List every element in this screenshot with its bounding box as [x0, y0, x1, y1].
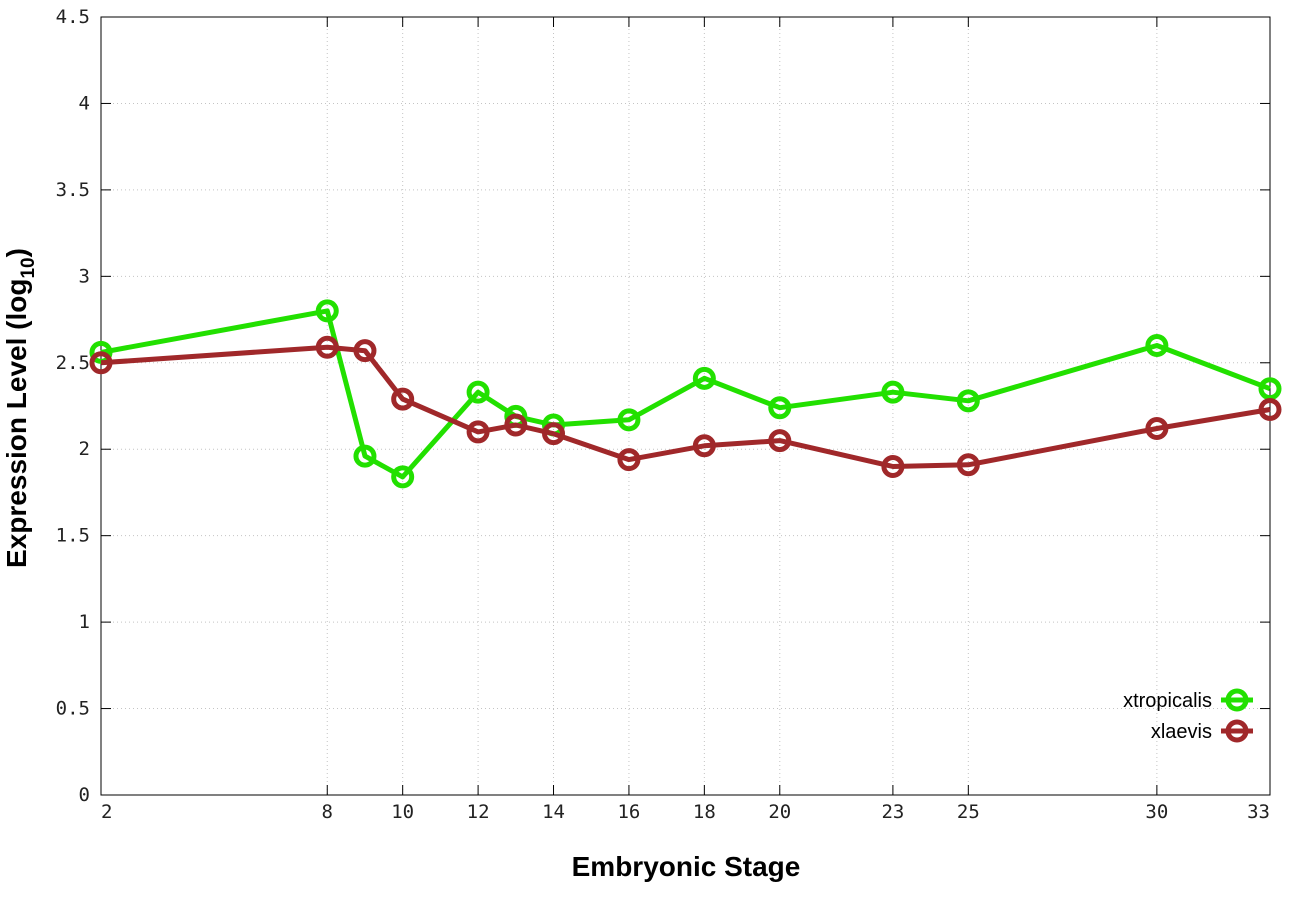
data-point	[504, 413, 528, 437]
data-point	[542, 422, 566, 446]
x-tick-label: 2	[101, 801, 112, 823]
data-point	[315, 335, 339, 359]
grid-lines	[100, 16, 1271, 796]
data-point	[617, 408, 641, 432]
legend-marker	[1225, 719, 1249, 743]
legend-label: xlaevis	[1151, 721, 1212, 743]
x-axis-title: Embryonic Stage	[572, 851, 801, 882]
x-tick-label: 18	[693, 801, 716, 823]
data-point	[1258, 377, 1282, 401]
data-point	[692, 434, 716, 458]
data-point	[353, 444, 377, 468]
y-tick-label: 0	[79, 784, 90, 806]
y-tick-label: 3	[79, 265, 90, 287]
x-tick-label: 33	[1247, 801, 1270, 823]
x-tick-label: 25	[957, 801, 980, 823]
plot-frame	[100, 16, 1271, 796]
y-tick-label: 2	[79, 438, 90, 460]
data-point	[1258, 397, 1282, 421]
x-axis-ticks: 2 8 10 12 14 16 18 20 23 25 30 33	[100, 17, 1271, 823]
y-axis-title: Expression Level (log10)	[1, 248, 39, 568]
legend-marker	[1225, 688, 1249, 712]
y-tick-label: 1.5	[56, 525, 90, 547]
x-tick-label: 16	[617, 801, 640, 823]
data-point	[768, 429, 792, 453]
data-point	[881, 455, 905, 479]
data-point	[692, 366, 716, 390]
y-axis-title-subscript: 10	[18, 257, 39, 278]
y-tick-label: 3.5	[56, 179, 90, 201]
x-tick-label: 12	[467, 801, 490, 823]
data-point	[466, 380, 490, 404]
data-point	[89, 351, 113, 375]
data-point	[768, 396, 792, 420]
y-tick-label: 0.5	[56, 698, 90, 720]
x-tick-label: 8	[322, 801, 333, 823]
data-point	[353, 339, 377, 363]
y-tick-label: 4	[79, 92, 90, 114]
plot-border	[100, 16, 1271, 796]
y-axis-title-main: Expression Level (log	[1, 279, 32, 568]
data-point	[391, 387, 415, 411]
x-tick-label: 30	[1145, 801, 1168, 823]
data-point	[881, 380, 905, 404]
data-point	[466, 420, 490, 444]
y-axis-ticks: 0 0.5 1 1.5 2 2.5 3 3.5 4 4.5	[56, 6, 1270, 806]
y-tick-label: 1	[79, 611, 90, 633]
x-tick-label: 14	[542, 801, 565, 823]
series-line	[100, 308, 1271, 480]
series-xtropicalis	[89, 299, 1282, 489]
data-point	[1145, 333, 1169, 357]
series-xlaevis	[89, 335, 1282, 479]
x-tick-label: 10	[391, 801, 414, 823]
y-axis-title-close: )	[1, 248, 32, 257]
data-point	[617, 448, 641, 472]
data-point	[1145, 416, 1169, 440]
series-layer	[89, 299, 1282, 489]
data-point	[391, 465, 415, 489]
x-tick-label: 20	[768, 801, 791, 823]
legend-label: xtropicalis	[1123, 690, 1212, 712]
data-point	[315, 299, 339, 323]
y-tick-label: 2.5	[56, 352, 90, 374]
x-tick-label: 23	[881, 801, 904, 823]
legend: xtropicalis xlaevis	[1123, 688, 1253, 743]
data-point	[956, 389, 980, 413]
data-point	[956, 453, 980, 477]
y-tick-label: 4.5	[56, 6, 90, 28]
